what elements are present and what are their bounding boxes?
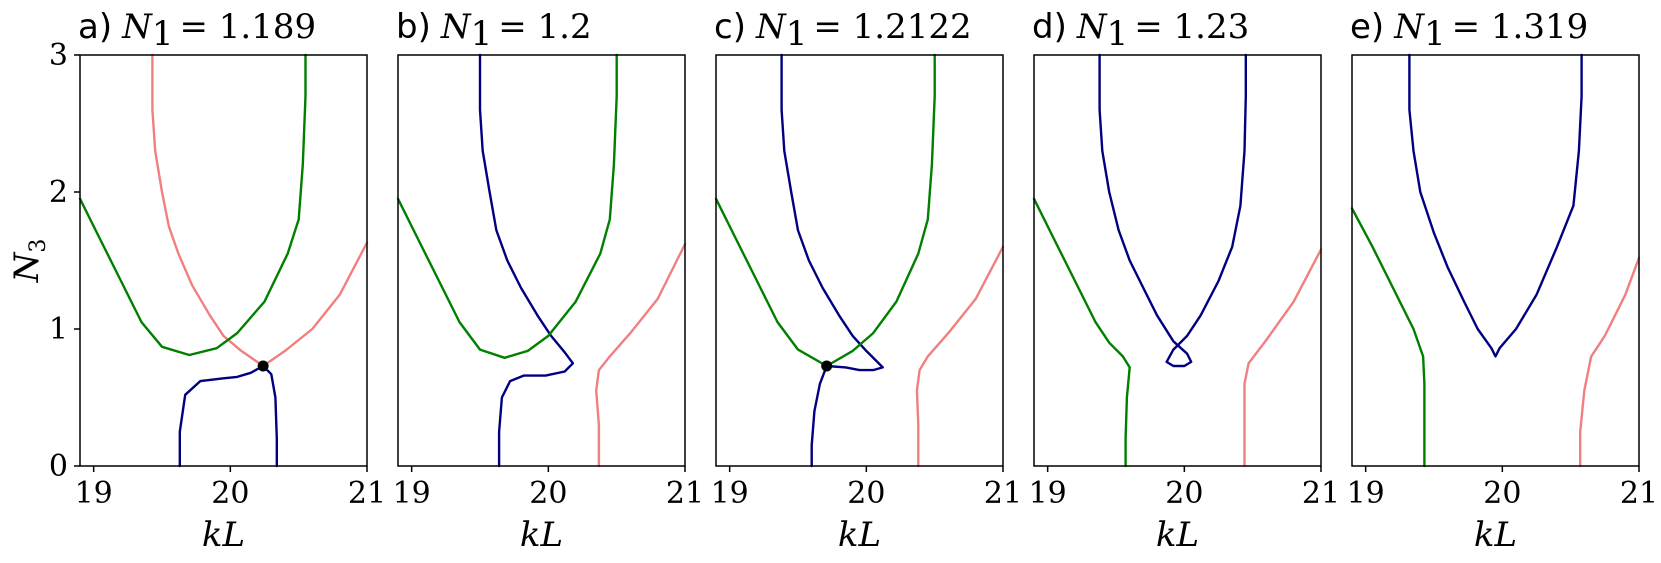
series-line-3 — [1579, 256, 1641, 468]
y-tick-label: 0 — [49, 449, 68, 484]
x-tick-label: 19 — [75, 476, 113, 511]
panel-2: b) N1 = 1.2 19 20 21 kL — [393, 7, 705, 555]
panel-title: d) N1 = 1.23 — [1032, 7, 1249, 54]
series-line-2 — [1350, 207, 1426, 468]
x-tick-label: 20 — [529, 476, 567, 511]
x-axis-label: kL — [1156, 515, 1199, 555]
series-line-1 — [478, 53, 575, 468]
panel-title: e) N1 = 1.319 — [1350, 7, 1588, 54]
panel-title: c) N1 = 1.2122 — [714, 7, 972, 54]
title-value: = 1.23 — [1134, 7, 1249, 47]
x-tick-label: 21 — [348, 476, 386, 511]
title-variable: N — [440, 7, 472, 47]
panel-label: a) — [78, 7, 112, 47]
title-variable: N — [1076, 7, 1108, 47]
x-tick-label: 19 — [393, 476, 431, 511]
y-tick-label: 2 — [49, 175, 68, 210]
series-line-1 — [780, 53, 884, 468]
title-variable: N — [1393, 7, 1425, 47]
x-tick-label: 21 — [1620, 476, 1658, 511]
series-line-2 — [1032, 197, 1131, 468]
panel-title: a) N1 = 1.189 — [78, 7, 316, 54]
x-tick-label: 21 — [666, 476, 704, 511]
plot-frame — [79, 54, 368, 467]
marker-point — [821, 360, 833, 372]
title-variable: N — [121, 7, 153, 47]
plot-frame — [1033, 54, 1322, 467]
x-tick-label: 20 — [211, 476, 249, 511]
panel-title: b) N1 = 1.2 — [396, 7, 592, 54]
marker-point — [257, 360, 269, 372]
title-subscript: 1 — [1424, 14, 1446, 54]
title-variable: N — [755, 7, 787, 47]
series-line-3 — [178, 364, 278, 468]
x-tick-label: 20 — [847, 476, 885, 511]
y-axis-label-subscript: 3 — [26, 239, 51, 253]
panel-label: e) — [1350, 7, 1384, 47]
x-axis-label: kL — [1474, 515, 1517, 555]
series-line-3 — [1243, 248, 1323, 468]
title-subscript: 1 — [471, 14, 493, 54]
title-subscript: 1 — [152, 14, 174, 54]
x-tick-label: 21 — [1302, 476, 1340, 511]
series-line-1 — [1408, 53, 1583, 358]
title-value: = 1.2 — [498, 7, 591, 47]
series-line-2 — [396, 53, 618, 359]
title-value: = 1.189 — [180, 7, 317, 47]
panel-4: d) N1 = 1.23 19 20 21 kL — [1029, 7, 1341, 555]
y-tick-label: 3 — [49, 38, 68, 73]
x-tick-label: 21 — [984, 476, 1022, 511]
x-tick-label: 19 — [1347, 476, 1385, 511]
y-tick-label: 1 — [49, 312, 68, 347]
title-subscript: 1 — [786, 14, 808, 54]
x-axis-label: kL — [520, 515, 563, 555]
y-axis-label-main: N — [7, 251, 47, 283]
panel-label: c) — [714, 7, 746, 47]
y-axis-label: N3 — [7, 239, 51, 284]
plot-frame — [1351, 54, 1640, 467]
series-line-1 — [1098, 53, 1247, 368]
title-value: = 1.2122 — [813, 7, 971, 47]
x-axis-label: kL — [838, 515, 881, 555]
title-value: = 1.319 — [1452, 7, 1589, 47]
series-line-3 — [915, 245, 1005, 468]
plot-frame — [715, 54, 1004, 467]
x-tick-label: 20 — [1483, 476, 1521, 511]
panel-label: b) — [396, 7, 431, 47]
plot-frame — [397, 54, 686, 467]
x-axis-label: kL — [202, 515, 245, 555]
panel-3: c) N1 = 1.2122 19 20 21 kL — [711, 7, 1023, 555]
series-line-3 — [595, 242, 687, 468]
series-line-2 — [714, 53, 936, 368]
title-subscript: 1 — [1107, 14, 1129, 54]
series-line-1 — [151, 53, 369, 368]
panel-5: e) N1 = 1.319 19 20 21 kL — [1347, 7, 1659, 555]
x-tick-label: 20 — [1165, 476, 1203, 511]
series-line-2 — [78, 53, 307, 357]
x-tick-label: 19 — [1029, 476, 1067, 511]
x-tick-label: 19 — [711, 476, 749, 511]
panel-label: d) — [1032, 7, 1067, 47]
